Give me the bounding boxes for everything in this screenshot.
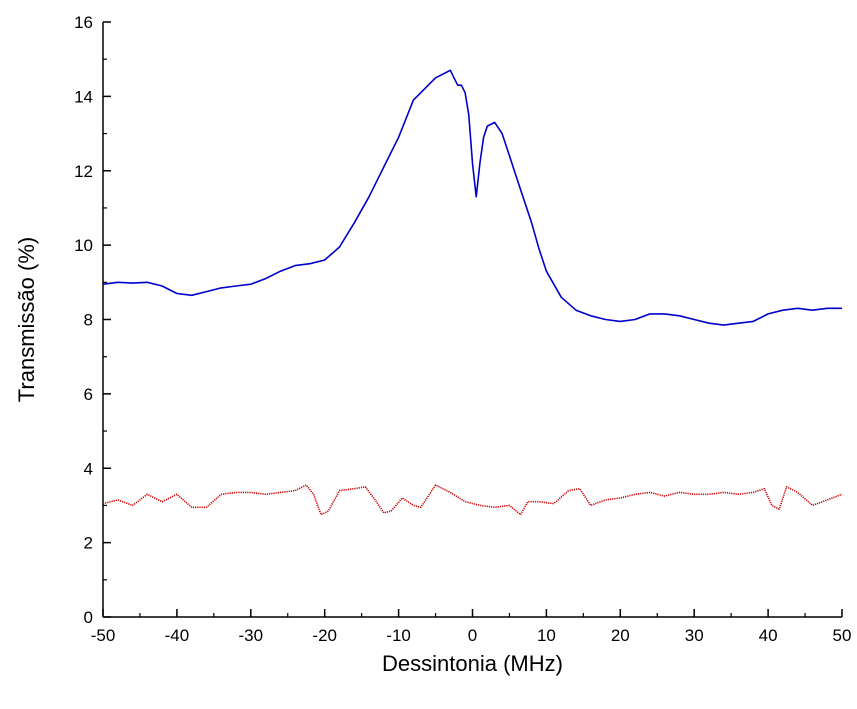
y-tick-label: 10: [74, 236, 93, 255]
series-line-2: [102, 484, 843, 516]
y-ticks: 0 2 4 6 8 10 12 14 16: [74, 13, 111, 627]
y-tick-label: 8: [84, 311, 93, 330]
x-tick-label: 40: [759, 626, 778, 645]
x-tick-label: 0: [468, 626, 477, 645]
y-tick-label: 12: [74, 162, 93, 181]
series-layer: [102, 69, 843, 516]
x-tick-label: -30: [239, 626, 264, 645]
x-tick-label: 20: [611, 626, 630, 645]
x-tick-label: -20: [312, 626, 337, 645]
series-line-1: [102, 69, 842, 326]
y-tick-label: 14: [74, 87, 93, 106]
x-tick-label: -50: [91, 626, 116, 645]
y-axis-title: Transmissão (%): [14, 237, 39, 402]
x-tick-label: -10: [386, 626, 411, 645]
y-tick-label: 16: [74, 13, 93, 32]
x-axis-title: Dessintonia (MHz): [382, 651, 563, 676]
x-tick-label: 30: [685, 626, 704, 645]
y-tick-label: 2: [84, 534, 93, 553]
y-tick-label: 0: [84, 608, 93, 627]
y-tick-label: 4: [84, 459, 93, 478]
x-tick-label: 10: [537, 626, 556, 645]
x-ticks: -50 -40 -30 -20 -10 0 10 20 30 40 50: [91, 609, 852, 645]
plot-area: -50 -40 -30 -20 -10 0 10 20 30 40 50 0 2 4 6 8 10 12 14 16: [74, 13, 851, 645]
y-tick-label: 6: [84, 385, 93, 404]
x-tick-label: 50: [833, 626, 852, 645]
x-tick-label: -40: [165, 626, 190, 645]
